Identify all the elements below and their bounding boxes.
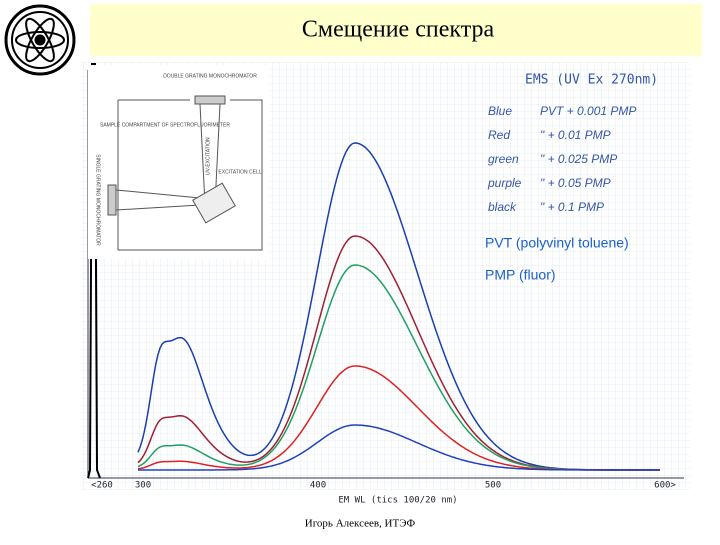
legend-desc: " + 0.1 PMP (540, 200, 604, 214)
inset-label: SAMPLE COMPARTMENT OF SPECTROFLUORIMETER (100, 122, 230, 128)
inset (88, 65, 270, 259)
inset-label: EXCITATION CELL (218, 169, 261, 175)
inset-label: UV-EXCITATION (205, 137, 211, 175)
legend-name: Red (488, 128, 510, 142)
x-tick-label: 300 (135, 481, 151, 491)
x-tick-label: 600> (654, 481, 676, 491)
legend-desc: " + 0.05 PMP (540, 176, 611, 190)
inset-label: DOUBLE GRATING MONOCHROMATOR (163, 73, 257, 79)
excitation-peak (87, 63, 101, 479)
slide-title: Смещение спектра (302, 17, 495, 43)
x-axis-label: EM WL (tics 100/20 nm) (338, 496, 457, 506)
note: PVT (polyvinyl toluene) (485, 235, 629, 251)
inset-drawing (107, 95, 263, 251)
legend-desc: PVT + 0.001 PMP (540, 104, 636, 118)
inset-label: SINGLE GRATING MONOCHROMATOR (95, 154, 101, 246)
legend-name: green (488, 152, 519, 166)
x-tick-label: 500 (485, 481, 501, 491)
spectrum-curve (138, 424, 660, 471)
x-tick-label: 400 (310, 481, 326, 491)
figure-heading: EMS (UV Ex 270nm) (525, 73, 658, 88)
figure: DOUBLE GRATING MONOCHROMATOR SAMPLE COMP… (82, 62, 690, 506)
legend-name: Blue (488, 104, 512, 118)
legend-name: purple (487, 176, 522, 190)
logo (4, 4, 76, 76)
note: PMP (fluor) (485, 267, 556, 283)
legend-desc: " + 0.01 PMP (540, 128, 611, 142)
title-bar (90, 4, 702, 56)
x-tick-label: <260 (91, 481, 113, 491)
legend-name: black (488, 200, 517, 214)
footer: Игорь Алексеев, ИТЭФ (305, 518, 416, 530)
legend-desc: " + 0.025 PMP (540, 152, 617, 166)
